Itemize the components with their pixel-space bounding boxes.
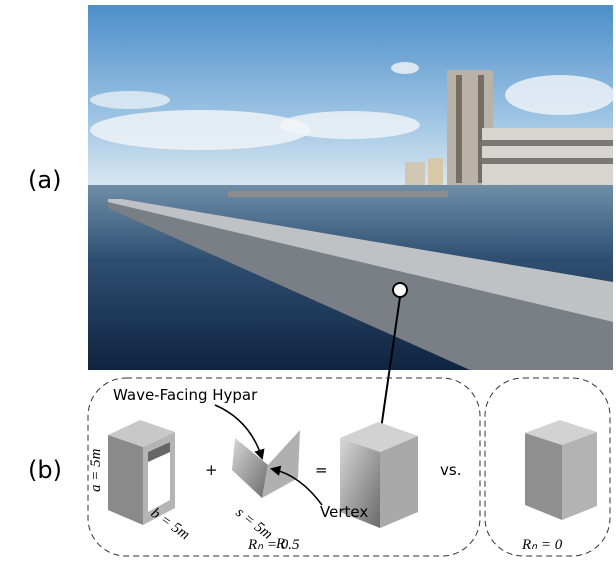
operator: = (315, 461, 328, 479)
caption: Rₙ = 0.5 (247, 537, 300, 553)
panel-label: (b) (28, 456, 62, 484)
operator: + (205, 461, 218, 479)
dimension: a = 5m (88, 448, 104, 492)
caption: Rₙ = 0 (521, 537, 563, 553)
scene-photo (88, 5, 615, 370)
operator: vs. (440, 461, 461, 479)
hypar (232, 430, 300, 498)
figure: (a) (b) + = vs. Wave-Facing Hypar Vertex… (0, 0, 616, 563)
open-cube (108, 420, 175, 525)
panel-label: (a) (28, 166, 61, 194)
cube-rn-zero (525, 420, 597, 520)
callout: Vertex (320, 503, 368, 521)
callout: Wave-Facing Hypar (113, 386, 258, 404)
dimension: b = 5m (148, 505, 193, 543)
